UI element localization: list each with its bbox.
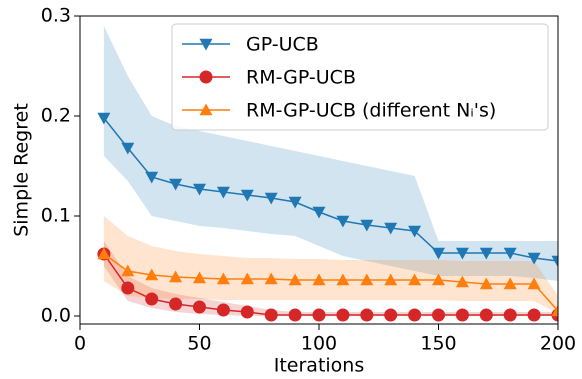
y-tick-label: 0.1 (41, 205, 71, 227)
marker (527, 252, 541, 265)
marker (527, 277, 541, 290)
marker (145, 268, 159, 281)
legend-label: RM-GP-UCB (246, 67, 356, 89)
marker (551, 255, 558, 268)
marker (479, 247, 493, 260)
marker (264, 192, 278, 205)
marker (360, 219, 374, 232)
marker (216, 303, 230, 317)
marker (145, 171, 159, 184)
legend-marker (199, 103, 213, 116)
x-tick-label: 50 (187, 333, 211, 355)
marker (479, 308, 493, 322)
marker (97, 247, 111, 260)
marker (503, 308, 517, 322)
marker (288, 273, 302, 286)
marker (169, 270, 183, 283)
marker (432, 247, 445, 260)
marker (527, 308, 541, 322)
plot-area (97, 26, 558, 322)
legend-box (171, 23, 549, 131)
marker (216, 186, 230, 199)
marker (240, 272, 254, 285)
x-axis-label: Iterations (274, 355, 365, 377)
x-tick-label: 150 (420, 333, 456, 355)
marker (264, 272, 278, 285)
marker (551, 304, 558, 317)
marker (193, 271, 206, 284)
marker (169, 297, 183, 311)
marker (455, 275, 469, 288)
marker (384, 273, 398, 286)
marker (360, 273, 374, 286)
marker (312, 273, 326, 286)
y-axis-label: Simple Regret (11, 103, 33, 237)
marker (97, 112, 111, 125)
marker (240, 305, 254, 319)
legend-marker (199, 38, 213, 51)
marker (145, 292, 159, 306)
legend-label: GP-UCB (246, 34, 319, 56)
marker (384, 308, 398, 322)
marker (288, 308, 302, 322)
legend-label: RM-GP-UCB (different Nᵢ's) (246, 100, 496, 122)
marker (193, 183, 206, 196)
line (103, 253, 558, 312)
marker (288, 196, 302, 209)
marker (216, 272, 230, 285)
y-tick-label: 0.0 (41, 305, 71, 327)
marker (264, 308, 278, 322)
x-tick-label: 100 (301, 333, 337, 355)
x-tick-label: 0 (74, 333, 86, 355)
marker (408, 308, 422, 322)
marker (169, 178, 183, 191)
marker (240, 189, 254, 202)
marker (336, 273, 350, 286)
marker (336, 308, 350, 322)
legend-marker (199, 70, 213, 84)
confidence-band (103, 26, 558, 281)
marker (121, 142, 135, 155)
marker (432, 273, 445, 286)
marker (193, 300, 206, 314)
confidence-band (103, 216, 558, 314)
marker (503, 277, 517, 290)
marker (121, 264, 135, 277)
marker (408, 273, 422, 286)
marker (312, 308, 326, 322)
y-tick-label: 0.2 (41, 105, 71, 127)
marker (479, 277, 493, 290)
marker (455, 308, 469, 322)
marker (503, 247, 517, 260)
marker (384, 222, 398, 235)
marker (455, 247, 469, 260)
marker (432, 308, 445, 322)
marker (312, 206, 326, 219)
line (103, 117, 558, 262)
marker (360, 308, 374, 322)
y-tick-label: 0.3 (41, 5, 71, 27)
marker (336, 215, 350, 228)
marker (408, 225, 422, 238)
x-tick-label: 200 (540, 333, 576, 355)
marker (121, 281, 135, 295)
